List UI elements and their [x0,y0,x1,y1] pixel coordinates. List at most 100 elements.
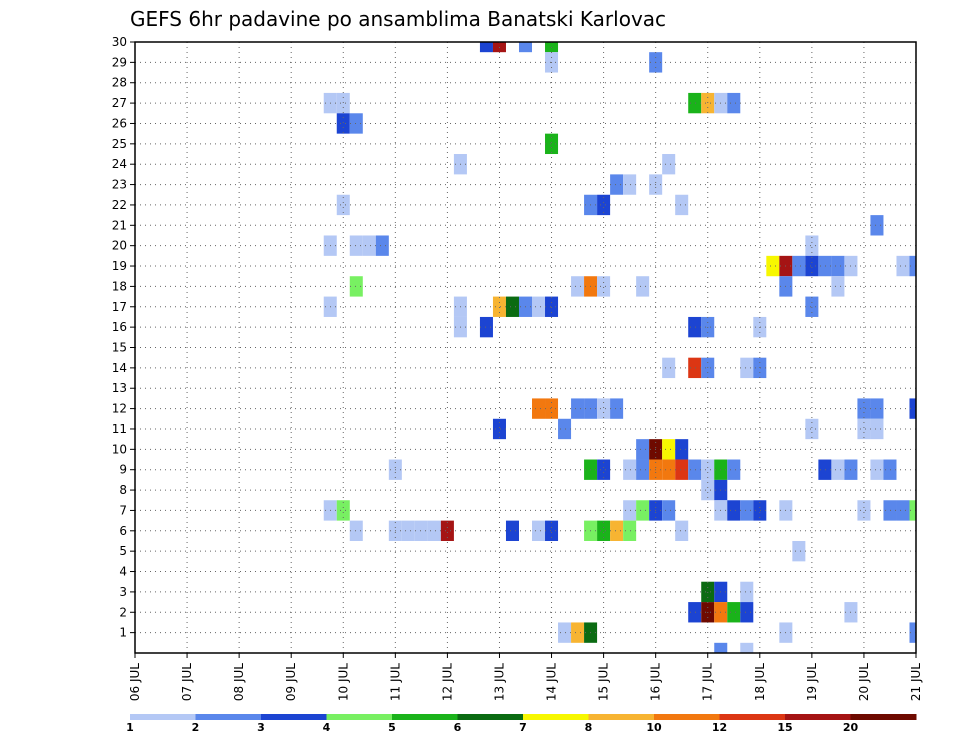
precip-cell [909,398,916,419]
y-tick-label: 20 [112,239,127,253]
precip-cell [740,642,754,653]
precip-cell [831,255,845,277]
precip-cell [492,296,506,317]
legend-label: 1 [126,721,134,734]
y-tick-label: 16 [112,320,127,334]
precip-cell [610,398,624,419]
precip-cell [805,418,819,440]
precip-cell [336,92,350,114]
y-tick-label: 30 [112,35,127,49]
precip-cell [545,520,559,541]
y-tick-label: 28 [112,76,127,90]
precip-cell [831,276,845,297]
x-tick-label: 10 JUL [336,663,350,701]
x-tick-label: 09 JUL [284,663,298,701]
legend-swatch [654,714,720,720]
precip-cell [336,113,350,134]
precip-cell [623,520,637,541]
precip-cell [701,479,715,501]
precip-cell [714,642,728,653]
precip-cell [870,418,884,440]
y-tick-label: 1 [119,626,127,640]
precip-cell [479,42,493,53]
y-tick-label: 12 [112,402,127,416]
precip-cell [688,316,702,338]
precip-cell [349,520,363,541]
legend-swatch [326,714,393,720]
y-tick-label: 21 [112,218,127,232]
x-tick-label: 19 JUL [805,663,819,701]
y-tick-label: 29 [112,55,127,69]
precip-cell [675,194,689,216]
precip-cell [688,602,702,623]
legend-swatch [785,714,851,720]
legend-swatch [719,714,786,720]
y-tick-label: 27 [112,96,127,110]
precip-cell [870,459,884,480]
y-tick-label: 9 [119,463,127,477]
precip-cell [896,500,910,521]
legend-swatch [588,714,655,720]
precip-cell [558,418,572,440]
precip-cell [675,459,689,480]
y-tick-label: 3 [119,585,127,599]
legend-label: 6 [454,721,462,734]
legend-label: 7 [519,721,527,734]
precip-cell [688,459,702,480]
y-tick-label: 8 [119,483,127,497]
x-tick-label: 08 JUL [232,663,246,701]
y-tick-label: 15 [112,341,127,355]
precip-cell [870,215,884,236]
precip-cell [831,459,845,480]
precip-cell [545,296,559,317]
precip-cell [688,92,702,114]
precip-cell [414,520,428,541]
precip-cell [727,459,741,480]
y-tick-label: 10 [112,442,127,456]
precip-cell [545,398,559,419]
precip-cell [597,459,611,480]
precip-cell [545,133,559,155]
precip-cell [792,255,806,277]
y-tick-label: 14 [112,361,127,375]
legend-swatch [457,714,524,720]
precip-cell [727,500,741,521]
y-tick-label: 24 [112,157,127,171]
precip-cell [597,398,611,419]
precip-cell [857,418,871,440]
y-tick-label: 11 [112,422,127,436]
precip-cell [597,276,611,297]
legend-swatch [261,714,327,720]
precip-cell [805,296,819,317]
precipitation-cells [323,42,916,653]
legend-label: 2 [192,721,200,734]
precip-cell [636,459,650,480]
y-tick-label: 7 [119,503,127,517]
precip-cell [883,500,897,521]
precip-cell [597,520,611,541]
x-tick-label: 07 JUL [180,663,194,701]
legend-swatch [850,714,917,720]
precip-cell [740,602,754,623]
x-tick-label: 18 JUL [753,663,767,701]
precip-cell [571,622,585,643]
precip-cell [401,520,415,541]
y-tick-label: 25 [112,137,127,151]
precip-cell [558,622,572,643]
x-tick-label: 06 JUL [128,663,142,701]
precip-cell [740,581,754,603]
precip-cell [805,255,819,277]
legend-swatch [523,714,589,720]
precip-cell [740,357,754,379]
precip-cell [492,418,506,440]
precip-cell [662,154,676,175]
precip-cell [818,255,832,277]
precip-cell [597,194,611,216]
legend-label: 5 [388,721,396,734]
precip-cell [636,276,650,297]
precip-cell [636,500,650,521]
precip-cell [479,316,493,338]
precip-cell [753,500,767,521]
precip-cell [623,459,637,480]
legend-label: 15 [777,721,792,734]
